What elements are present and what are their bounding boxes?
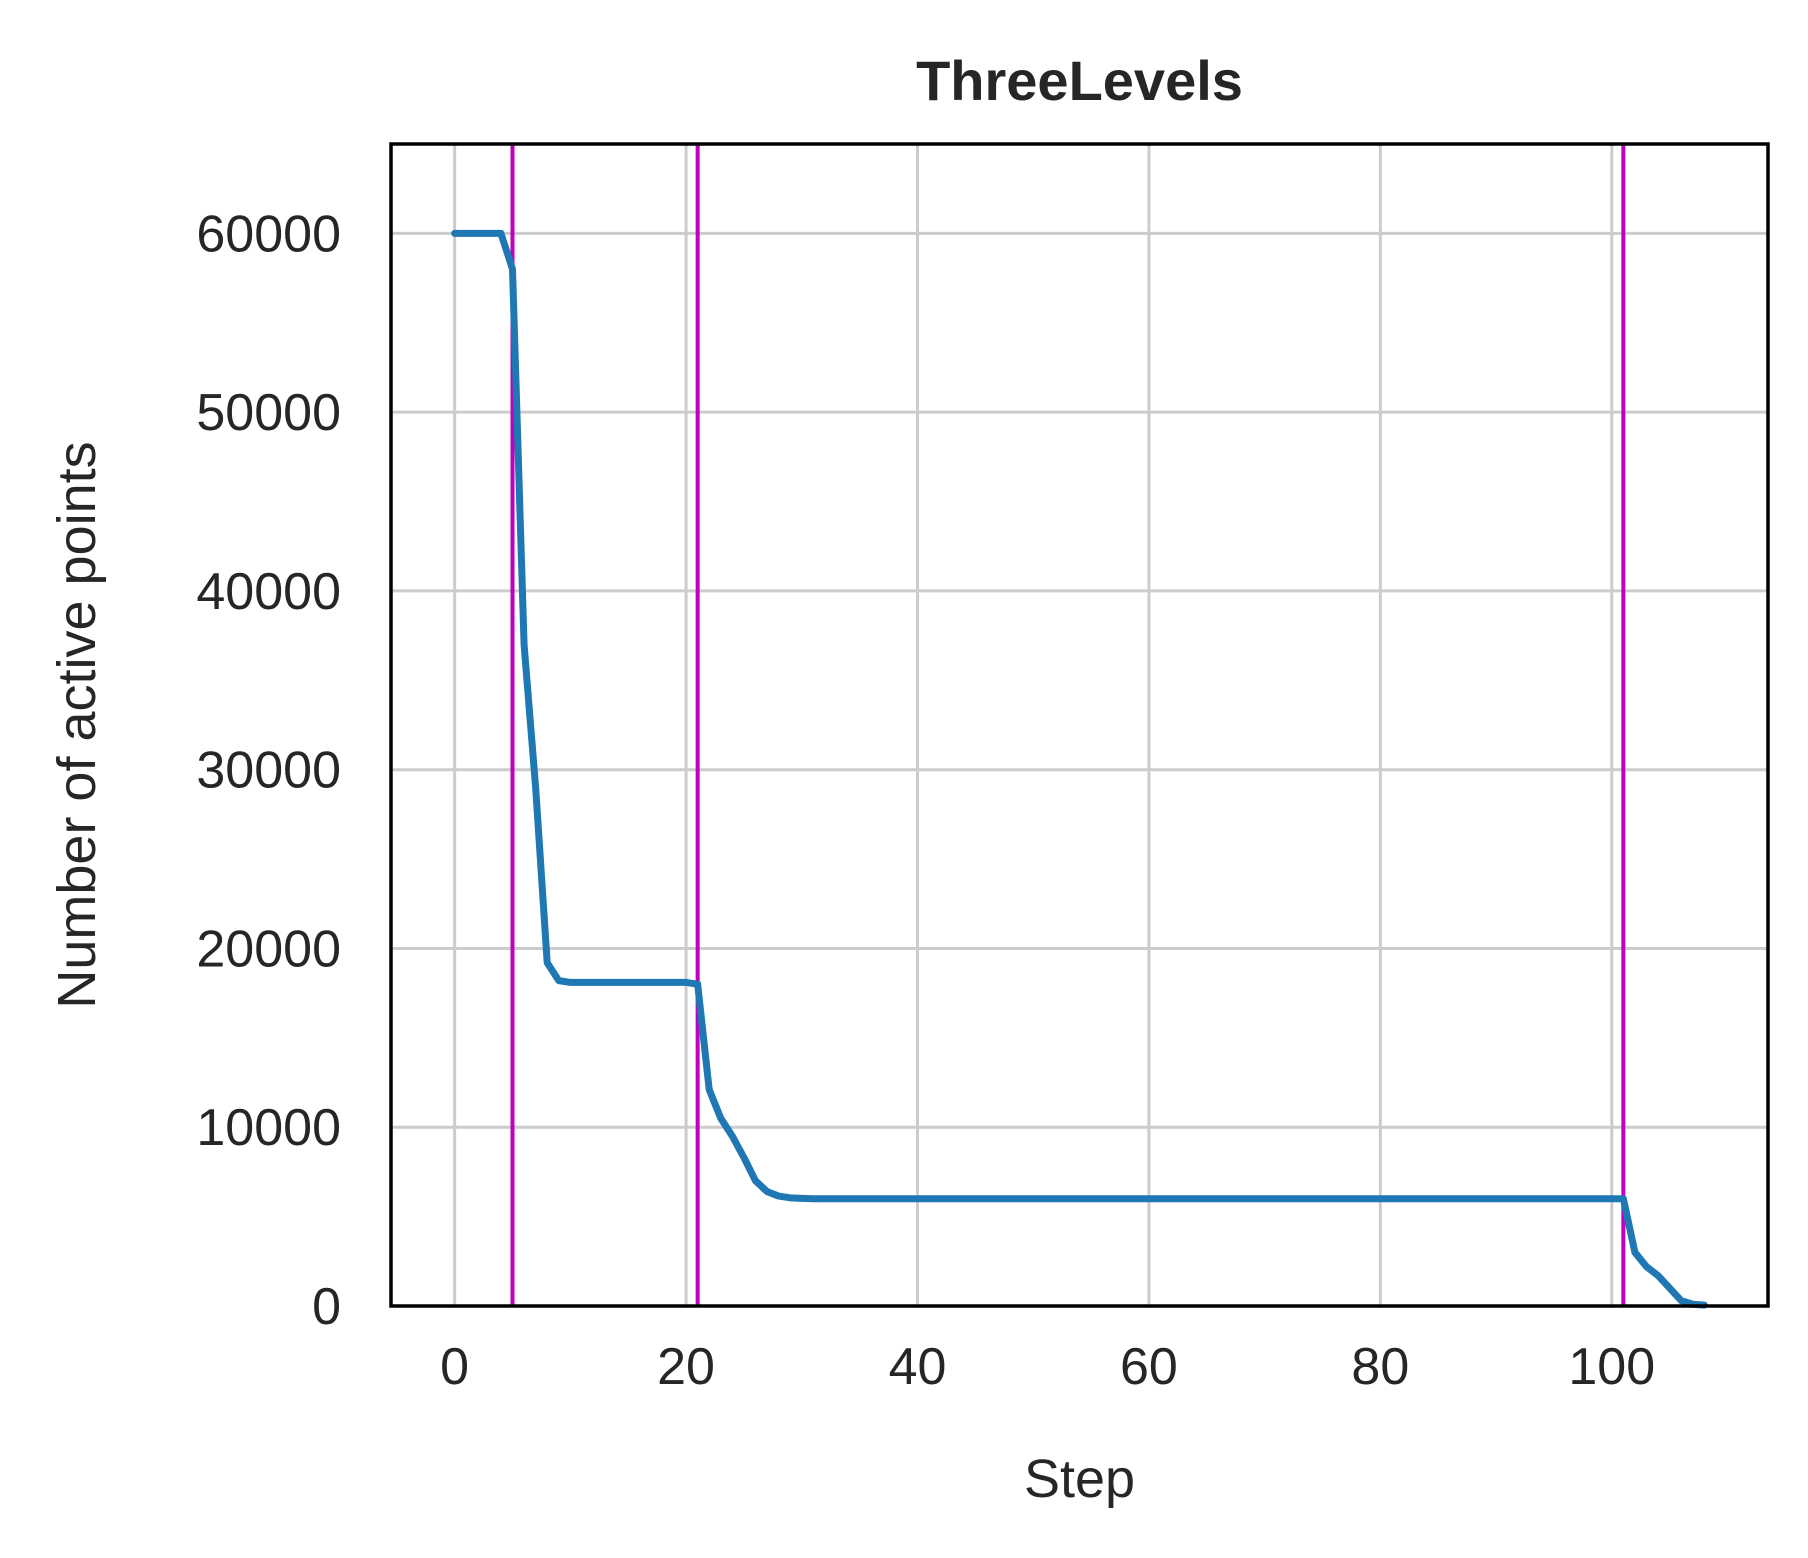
y-tick-label: 40000 xyxy=(196,563,341,621)
x-axis-label: Step xyxy=(1024,1449,1135,1509)
x-tick-label: 60 xyxy=(1120,1338,1178,1396)
series-layer xyxy=(451,229,1708,1309)
x-tick-label: 0 xyxy=(440,1338,469,1396)
y-axis-label: Number of active points xyxy=(47,441,107,1008)
x-tick-label: 80 xyxy=(1351,1338,1409,1396)
x-tick-label: 100 xyxy=(1568,1338,1655,1396)
y-tick-label: 60000 xyxy=(196,205,341,263)
chart-title: ThreeLevels xyxy=(916,49,1243,112)
series-line xyxy=(451,229,1708,1309)
x-tick-labels: 0 20 40 60 80 100 xyxy=(440,1338,1655,1396)
y-tick-label: 30000 xyxy=(196,742,341,800)
x-tick-label: 40 xyxy=(889,1338,947,1396)
x-tick-label: 20 xyxy=(657,1338,715,1396)
y-tick-label: 20000 xyxy=(196,920,341,978)
grid-layer xyxy=(391,144,1768,1308)
y-tick-label: 0 xyxy=(312,1278,341,1336)
y-tick-label: 10000 xyxy=(196,1099,341,1157)
y-tick-label: 50000 xyxy=(196,384,341,442)
plot-frame xyxy=(389,142,1770,1308)
y-tick-labels: 0 10000 20000 30000 40000 50000 60000 xyxy=(196,205,341,1336)
vertical-marker-lines xyxy=(510,144,1626,1306)
